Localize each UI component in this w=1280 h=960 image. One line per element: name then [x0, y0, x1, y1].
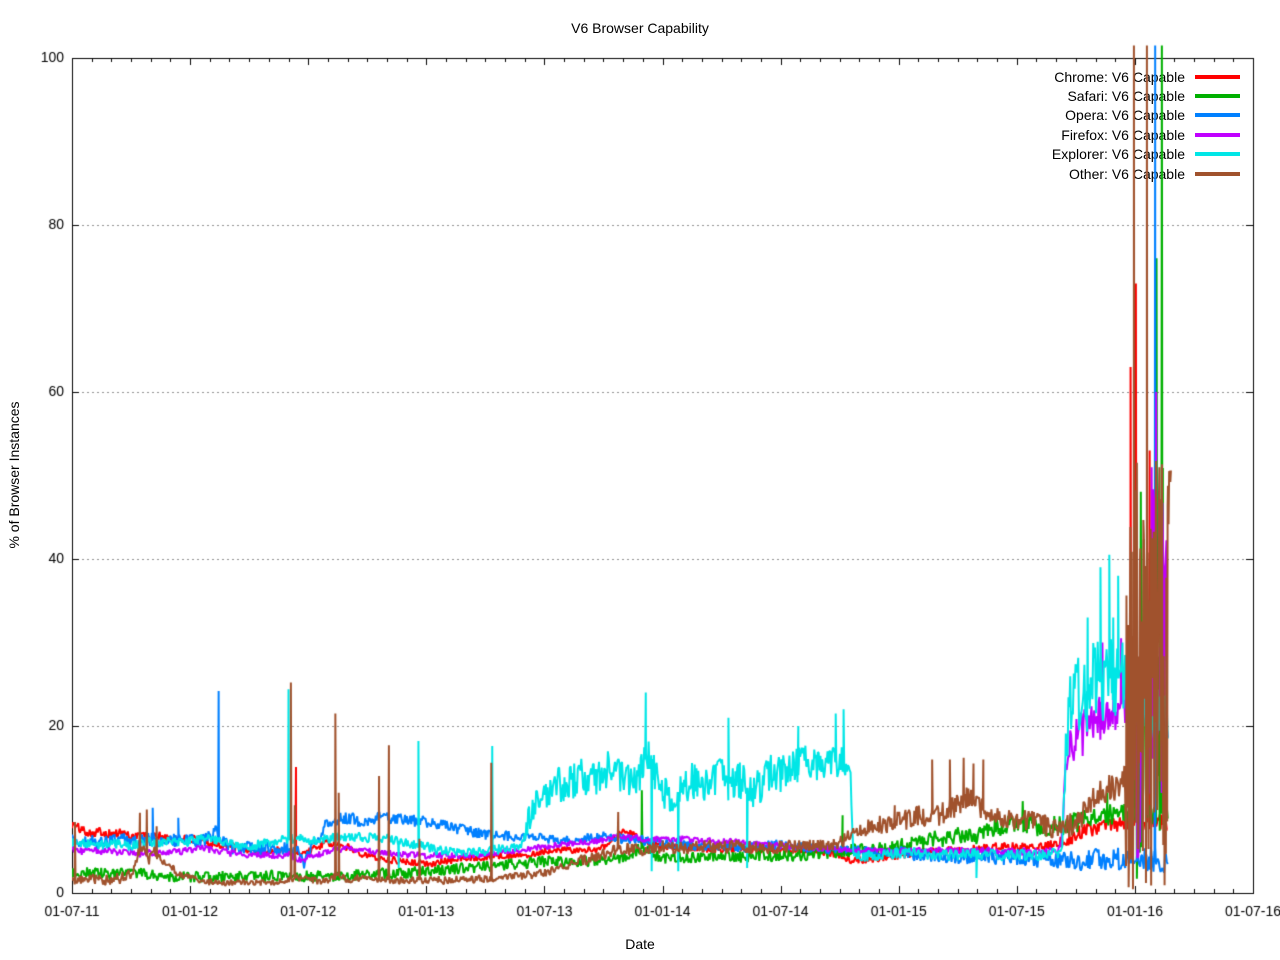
- legend-label: Explorer: V6 Capable: [1051, 146, 1185, 163]
- legend: Chrome: V6 Capable Safari: V6 Capable Op…: [1052, 67, 1240, 183]
- legend-label: Firefox: V6 Capable: [1061, 126, 1185, 143]
- legend-line-sample: [1195, 94, 1240, 99]
- legend-line-sample: [1195, 152, 1240, 157]
- legend-label: Other: V6 Capable: [1069, 165, 1185, 182]
- y-axis-label: % of Browser Instances: [6, 401, 22, 549]
- legend-label: Chrome: V6 Capable: [1054, 68, 1185, 85]
- legend-item-other: Other: V6 Capable: [1052, 164, 1240, 183]
- legend-line-sample: [1195, 74, 1240, 79]
- legend-label: Safari: V6 Capable: [1067, 88, 1185, 105]
- legend-item-safari: Safari: V6 Capable: [1052, 86, 1240, 105]
- legend-item-explorer: Explorer: V6 Capable: [1052, 145, 1240, 164]
- chart-title: V6 Browser Capability: [571, 20, 709, 36]
- legend-item-opera: Opera: V6 Capable: [1052, 106, 1240, 125]
- legend-line-sample: [1195, 113, 1240, 118]
- legend-line-sample: [1195, 171, 1240, 176]
- legend-line-sample: [1195, 132, 1240, 137]
- legend-item-chrome: Chrome: V6 Capable: [1052, 67, 1240, 86]
- legend-item-firefox: Firefox: V6 Capable: [1052, 125, 1240, 144]
- legend-label: Opera: V6 Capable: [1065, 107, 1185, 124]
- x-axis-label: Date: [625, 936, 655, 952]
